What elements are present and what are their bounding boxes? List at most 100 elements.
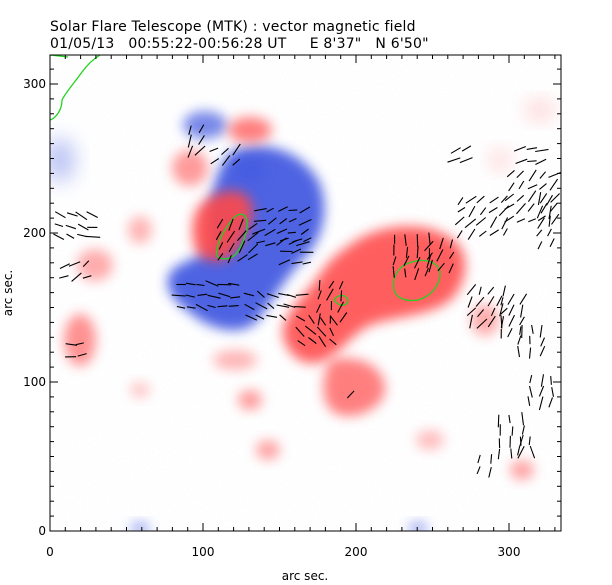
field-vector [539, 325, 543, 338]
field-vector [436, 249, 444, 262]
field-vector [549, 238, 555, 248]
field-vector [255, 314, 265, 320]
x-tick-label: 0 [46, 545, 54, 559]
field-vector [59, 263, 70, 269]
field-vector [535, 158, 547, 165]
field-vector [487, 286, 495, 295]
field-vector [547, 228, 552, 237]
field-vector [75, 211, 88, 221]
field-vector [540, 203, 548, 214]
field-vector [501, 217, 509, 230]
observation-info: 01/05/13 00:55:22-00:56:28 UT E 8'37" N … [50, 36, 429, 52]
field-vector [517, 345, 521, 358]
field-vector [340, 290, 343, 302]
field-vector [487, 296, 495, 307]
field-vector [469, 314, 473, 329]
field-vector [537, 215, 546, 222]
field-vector [500, 307, 508, 315]
field-vector [205, 280, 219, 287]
field-vector [264, 228, 276, 237]
field-vector [252, 228, 266, 235]
field-vector [550, 193, 560, 203]
field-vector [207, 304, 216, 309]
field-vector [467, 228, 476, 240]
field-vector [459, 157, 473, 164]
field-vector [516, 170, 524, 178]
field-vector [247, 253, 258, 261]
field-vector [449, 251, 455, 260]
field-vector [256, 290, 265, 298]
field-vector [197, 293, 208, 296]
field-vector [548, 205, 552, 220]
field-vector [500, 315, 503, 329]
field-vector [297, 340, 306, 347]
y-tick-label: 0 [38, 524, 46, 538]
field-vector [465, 195, 477, 204]
field-vector [287, 231, 296, 234]
field-vector [295, 293, 309, 296]
field-vector [292, 238, 303, 243]
field-vector [476, 195, 485, 204]
field-vector [328, 280, 335, 289]
field-vector [82, 260, 90, 267]
y-tick-label: 200 [23, 226, 46, 240]
field-vector [499, 303, 504, 317]
field-vector [508, 314, 515, 327]
field-vector [248, 222, 258, 230]
field-vector [226, 230, 236, 243]
field-vector [515, 158, 528, 165]
field-vector [338, 280, 344, 290]
field-vector [316, 303, 321, 313]
field-vector [221, 147, 229, 156]
axis-ticks [49, 55, 561, 532]
field-vector [540, 337, 546, 347]
field-vector [539, 345, 546, 357]
field-vector [517, 446, 521, 456]
field-vector [448, 263, 454, 274]
field-vector [266, 314, 278, 318]
field-vector [521, 412, 525, 426]
field-vector [475, 296, 485, 307]
field-vector [247, 231, 259, 242]
field-vector [488, 466, 492, 478]
field-vector [210, 158, 220, 165]
field-vector [537, 241, 543, 250]
field-vector [476, 318, 488, 329]
field-vector [508, 414, 511, 424]
field-vector [245, 314, 258, 321]
field-vector [339, 312, 348, 323]
field-vector [227, 255, 232, 264]
field-vector [326, 288, 334, 301]
field-vector [86, 235, 101, 238]
field-vector [232, 143, 241, 156]
field-vector [454, 216, 465, 226]
field-vector [68, 261, 81, 267]
field-vector [519, 326, 522, 335]
field-vector [466, 284, 477, 296]
field-vector [232, 158, 241, 166]
field-vector [504, 203, 515, 210]
field-vector [457, 197, 464, 206]
field-vector [207, 294, 221, 299]
field-vector [496, 295, 503, 307]
field-vector [550, 376, 552, 385]
field-vector [519, 316, 525, 326]
field-vector [527, 203, 535, 212]
field-vector [546, 194, 553, 206]
field-vector [489, 229, 499, 236]
field-vector [516, 194, 525, 202]
field-vector [540, 374, 545, 387]
field-vector [529, 445, 536, 459]
field-vector [215, 231, 222, 241]
field-vector [500, 297, 504, 306]
field-vector [538, 396, 544, 411]
field-vector [508, 182, 515, 192]
field-vector [198, 124, 205, 134]
field-vector [54, 223, 64, 228]
field-vector [216, 218, 224, 229]
field-vector [267, 217, 277, 225]
field-vector [317, 313, 321, 326]
field-vector [228, 282, 240, 286]
field-vector [236, 230, 247, 242]
field-vector [266, 293, 279, 299]
